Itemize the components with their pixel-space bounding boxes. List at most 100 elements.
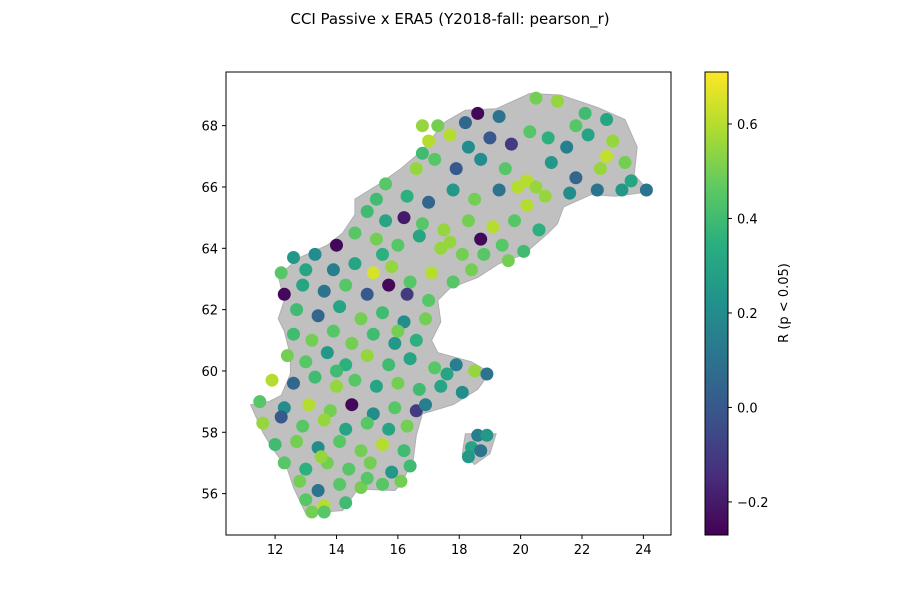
- data-point: [520, 198, 534, 212]
- data-point: [333, 300, 347, 314]
- data-point: [455, 247, 469, 261]
- data-point: [428, 152, 442, 166]
- data-point: [403, 352, 417, 366]
- data-point: [449, 358, 463, 372]
- data-point: [330, 379, 343, 393]
- data-point: [397, 211, 411, 225]
- data-point: [391, 324, 405, 338]
- data-point: [529, 180, 543, 194]
- data-point: [434, 379, 448, 393]
- data-point: [412, 229, 426, 243]
- x-tick-label: 20: [512, 543, 529, 558]
- data-point: [348, 226, 362, 240]
- data-point: [541, 131, 555, 145]
- colorbar-gradient: [704, 71, 729, 536]
- data-point: [624, 174, 638, 188]
- data-point: [523, 125, 537, 139]
- data-point: [369, 192, 383, 206]
- data-point: [434, 241, 448, 255]
- data-point: [492, 110, 506, 123]
- data-point: [400, 189, 414, 203]
- land-mass-sweden: [249, 92, 651, 515]
- data-point: [360, 205, 374, 218]
- data-point: [376, 477, 389, 491]
- data-point: [379, 177, 393, 191]
- data-point: [578, 106, 592, 120]
- data-point: [360, 287, 374, 301]
- data-point: [330, 238, 343, 252]
- data-point: [480, 367, 494, 381]
- data-point: [409, 162, 423, 176]
- data-point: [600, 113, 614, 126]
- data-point: [468, 192, 482, 206]
- data-point: [317, 284, 331, 298]
- data-point: [590, 183, 604, 197]
- data-point: [314, 450, 328, 464]
- data-point: [369, 379, 383, 393]
- data-point: [385, 260, 399, 274]
- data-point: [446, 183, 460, 197]
- data-point: [277, 456, 291, 470]
- data-point: [265, 373, 279, 387]
- data-point: [311, 309, 325, 323]
- data-point: [606, 134, 620, 148]
- data-point: [317, 413, 331, 427]
- data-point: [560, 140, 574, 154]
- data-point: [446, 275, 460, 289]
- data-point: [443, 235, 457, 249]
- y-axis: 56 58 60 62 64 66 68: [201, 120, 226, 503]
- data-point: [600, 149, 614, 163]
- data-point: [415, 119, 429, 133]
- data-point: [431, 119, 445, 133]
- data-point: [369, 232, 383, 246]
- data-point: [348, 373, 362, 387]
- data-point: [308, 247, 322, 261]
- data-point: [443, 128, 457, 142]
- data-point: [320, 346, 334, 360]
- data-point: [391, 238, 405, 252]
- scatter-points: [253, 91, 653, 519]
- x-tick-label: 16: [390, 543, 407, 558]
- data-point: [581, 128, 595, 142]
- data-point: [391, 376, 405, 390]
- data-point: [339, 496, 353, 510]
- data-point: [339, 278, 353, 292]
- data-point: [468, 364, 482, 378]
- data-point: [483, 131, 497, 145]
- x-tick-label: 12: [267, 543, 284, 558]
- data-point: [317, 505, 331, 519]
- data-point: [437, 223, 451, 237]
- data-point: [458, 116, 472, 130]
- data-point: [486, 220, 500, 234]
- x-tick-label: 22: [574, 543, 591, 558]
- data-point: [302, 398, 316, 412]
- data-point: [333, 435, 347, 448]
- data-point: [492, 183, 506, 197]
- data-point: [366, 266, 380, 280]
- x-axis: 12 14 16 18 20 22 24: [267, 535, 652, 558]
- data-point: [345, 336, 359, 350]
- data-point: [517, 244, 531, 258]
- data-point: [593, 162, 607, 176]
- data-point: [495, 238, 509, 252]
- colorbar-axis: −0.2 0.0 0.2 0.4 0.6: [728, 118, 769, 511]
- data-point: [296, 419, 310, 433]
- data-point: [461, 140, 475, 154]
- data-point: [508, 214, 521, 228]
- y-tick-label: 60: [201, 365, 218, 380]
- data-point: [308, 370, 322, 384]
- data-point: [382, 422, 396, 436]
- data-point: [326, 324, 340, 338]
- data-point: [477, 247, 491, 261]
- data-point: [639, 183, 653, 197]
- colorbar: −0.2 0.0 0.2 0.4 0.6 R (p < 0.05): [704, 71, 792, 536]
- y-tick-label: 62: [201, 304, 218, 319]
- data-point: [299, 263, 313, 277]
- data-point: [422, 293, 436, 307]
- data-point: [290, 303, 304, 317]
- data-point: [403, 459, 417, 473]
- data-point: [563, 186, 577, 200]
- data-point: [277, 287, 291, 301]
- data-point: [388, 336, 402, 350]
- data-point: [455, 385, 469, 399]
